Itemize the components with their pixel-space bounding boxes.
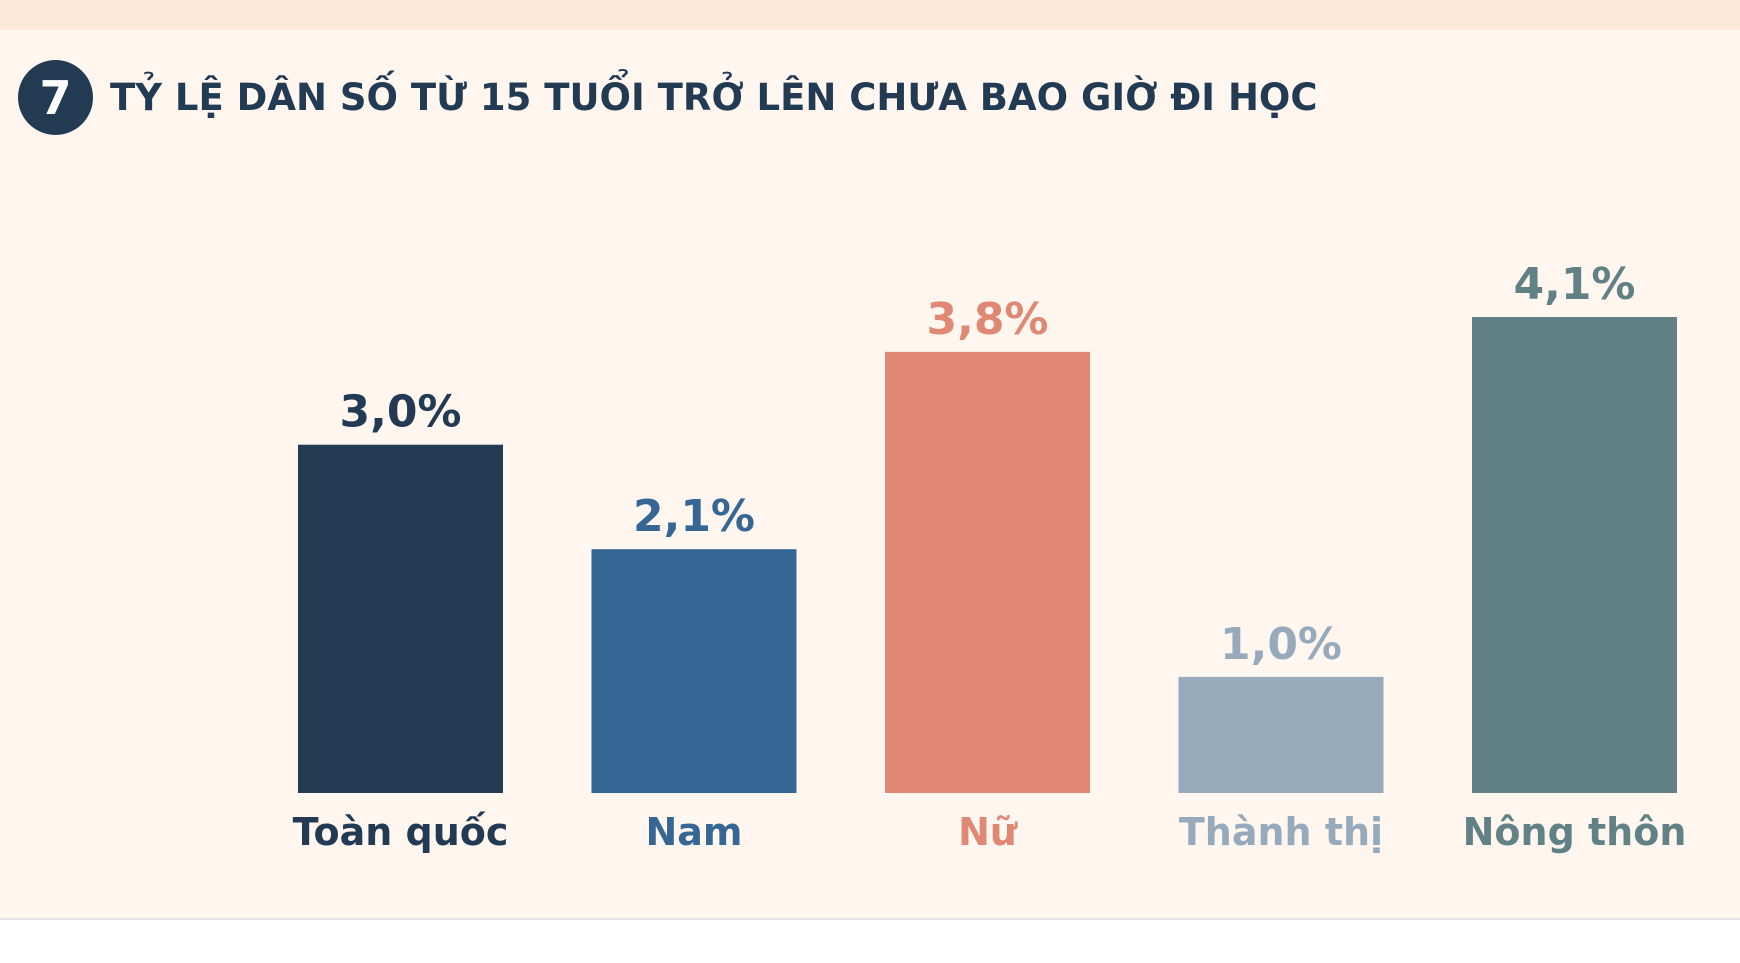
bar-toan-quoc (298, 444, 503, 793)
bar-nu (885, 351, 1090, 793)
bar-nam (591, 549, 797, 793)
top-strip (0, 0, 1740, 30)
bar-nong-thon (1472, 317, 1677, 793)
chart-title: TỶ LỆ DÂN SỐ TỪ 15 TUỔI TRỞ LÊN CHƯA BAO… (110, 76, 1318, 119)
value-label-toan-quoc: 3,0% (339, 387, 461, 438)
category-label-nu: Nữ (958, 810, 1018, 854)
section-number-badge: 7 (18, 60, 93, 135)
section-number: 7 (39, 70, 72, 125)
bar-thanh-thi (1178, 676, 1384, 793)
value-label-thanh-thi: 1,0% (1220, 619, 1342, 670)
category-label-nong-thon: Nông thôn (1463, 810, 1687, 854)
category-label-thanh-thi: Thành thị (1179, 810, 1383, 854)
value-label-nam: 2,1% (633, 491, 755, 542)
bottom-divider (0, 918, 1740, 920)
category-label-toan-quoc: Toàn quốc (293, 810, 509, 854)
bar-chart: 3,0% Toàn quốc 2,1% Nam 3,8% Nữ 1,0% Thành thị 4… (293, 259, 1687, 854)
value-label-nong-thon: 4,1% (1513, 259, 1635, 310)
chart-card: 7 TỶ LỆ DÂN SỐ TỪ 15 TUỔI TRỞ LÊN CHƯA B… (0, 0, 1740, 918)
value-label-nu: 3,8% (926, 294, 1048, 345)
category-label-nam: Nam (645, 810, 742, 854)
